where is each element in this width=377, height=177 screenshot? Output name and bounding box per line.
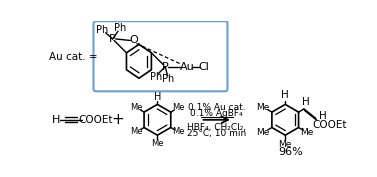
Text: 0.1% AgBF₄: 0.1% AgBF₄ [190,109,243,118]
Text: Me: Me [279,140,292,149]
FancyBboxPatch shape [93,21,227,91]
Text: Me: Me [172,127,184,136]
Text: P: P [162,62,169,72]
Text: Me: Me [256,103,270,112]
Text: Ph: Ph [114,23,126,33]
Text: Cl: Cl [198,62,209,72]
Text: Me: Me [130,103,143,112]
Text: H: H [302,97,310,107]
Text: O: O [130,36,138,45]
Text: HBF₄, CH₂Cl₂,: HBF₄, CH₂Cl₂, [187,123,246,132]
Text: COOEt: COOEt [312,120,346,130]
Text: Ph: Ph [97,25,109,35]
Text: Au cat. =: Au cat. = [49,52,98,62]
Text: P: P [109,34,116,44]
Text: Au: Au [179,62,194,72]
Text: H: H [52,115,60,125]
Text: Me: Me [256,128,270,137]
Text: Ph: Ph [150,72,162,82]
Text: Me: Me [172,103,184,112]
Text: H: H [154,92,161,102]
Text: 96%: 96% [278,147,303,157]
Text: H: H [319,111,326,121]
Text: +: + [111,112,124,127]
Text: 0.1% Au cat.: 0.1% Au cat. [188,103,245,112]
Text: Ph: Ph [162,74,175,84]
Text: COOEt: COOEt [78,115,113,125]
Text: Me: Me [151,139,164,148]
Text: 25°C, 10 min: 25°C, 10 min [187,129,246,138]
Text: H: H [281,90,289,100]
Text: Me: Me [130,127,143,136]
Text: Me: Me [300,128,314,137]
